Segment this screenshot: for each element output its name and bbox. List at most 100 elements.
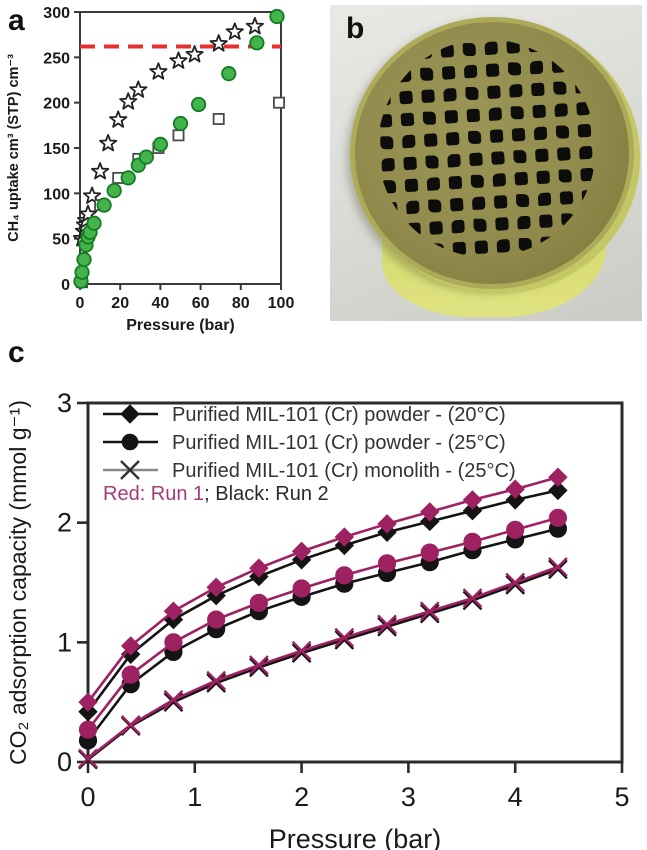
cross-marker [78, 748, 98, 769]
monolith-channel [445, 131, 460, 146]
monolith-channel [466, 108, 481, 123]
diamond-marker [462, 490, 483, 510]
monolith-channel [374, 48, 388, 62]
star-marker [169, 51, 188, 69]
monolith-channel [440, 44, 455, 58]
cross-marker [419, 603, 440, 624]
monolith-channel [422, 111, 436, 125]
monolith-channel [551, 59, 566, 74]
monolith-channel [386, 245, 401, 260]
star-marker [245, 17, 264, 35]
monolith-channel [465, 86, 479, 101]
monolith-channel [514, 171, 529, 186]
monolith-channel [375, 70, 390, 84]
monolith-channel [540, 236, 555, 251]
tick-label: 0 [76, 295, 85, 312]
circle-marker [96, 197, 112, 213]
cross-marker [291, 640, 312, 661]
monolith-channel [468, 130, 482, 144]
monolith-channel [572, 35, 586, 50]
monolith-channel [470, 174, 484, 188]
legend-entry: Purified MIL-101 (Cr) powder - (25°C) [103, 432, 506, 454]
monolith-channel [559, 191, 574, 205]
cross-marker [334, 627, 355, 648]
tick-label: 0 [57, 747, 72, 777]
circle-marker [420, 543, 439, 562]
monolith-channel [407, 222, 422, 237]
star-marker [79, 204, 98, 222]
monolith-channel [550, 37, 564, 51]
monolith-channel [508, 83, 523, 98]
cross-marker [249, 657, 269, 678]
monolith-channel [574, 79, 589, 94]
diamond-marker [334, 527, 355, 547]
star-marker [225, 22, 244, 40]
tick-label: 300 [43, 5, 70, 22]
circle-marker [463, 532, 482, 551]
cross-marker [419, 601, 440, 622]
monolith-channel [430, 243, 445, 257]
diamond-marker [420, 502, 440, 522]
tick-label: 80 [232, 295, 250, 312]
monolith-channel [385, 224, 399, 238]
monolith-channel [518, 237, 532, 252]
monolith-channel [517, 215, 531, 230]
diamond-marker [462, 500, 483, 521]
star-marker [99, 134, 118, 152]
monolith-channel [539, 214, 553, 229]
circle-marker [221, 66, 237, 82]
monolith-channel [577, 123, 592, 138]
tick-label: 250 [43, 50, 70, 67]
tick-label: 150 [43, 141, 70, 158]
monolith-channel [444, 109, 459, 124]
cross-marker [505, 575, 526, 595]
monolith-channel [449, 197, 464, 212]
x-axis-title: Pressure (bar) [269, 824, 442, 850]
cross-marker [377, 614, 397, 635]
monolith-channel [382, 180, 397, 194]
cross-marker [120, 460, 140, 480]
series-diamond-run1 [78, 467, 568, 712]
monolith-channel [530, 82, 545, 97]
circle-marker [138, 149, 154, 165]
cross-marker [206, 670, 227, 691]
circle-marker [164, 633, 183, 652]
run-color-note: Red: Run 1; Black: Run 2 [103, 483, 329, 505]
circle-marker [78, 720, 98, 739]
monolith-channel [408, 244, 423, 259]
monolith-channel [513, 150, 527, 164]
monolith-channel [401, 134, 416, 149]
monolith-channel [489, 129, 504, 143]
diamond-marker [120, 404, 140, 424]
diamond-marker [505, 479, 525, 499]
monolith-channel [405, 200, 420, 215]
monolith-channel [555, 125, 570, 139]
series-line [87, 565, 559, 760]
monolith-channel [396, 46, 411, 61]
square-marker [212, 113, 225, 125]
monolith-channel [491, 151, 505, 165]
monolith-channel [537, 192, 552, 207]
circle-marker [506, 520, 525, 539]
circle-marker [172, 115, 189, 132]
monolith-channel [423, 133, 438, 147]
monolith-channel [488, 107, 503, 121]
channel-grid [374, 35, 600, 261]
monolith-channel [377, 92, 391, 106]
tick-label: 100 [43, 186, 70, 203]
star-marker [91, 162, 110, 180]
monolith-channel [516, 194, 530, 208]
monolith-channel [380, 136, 394, 150]
monolith-channel [487, 85, 501, 100]
cross-marker [377, 616, 397, 637]
monolith-channel [421, 89, 435, 104]
circle-marker [377, 554, 397, 573]
series-cross-run1 [78, 557, 568, 769]
circle-marker [269, 8, 285, 25]
panel-a-label: a [8, 4, 25, 37]
tick-label: 20 [111, 295, 129, 312]
monolith-channel [532, 104, 547, 119]
circle-marker [106, 183, 122, 199]
y-axis-title: CO₂ adsorption capacity (mmol g⁻¹) [5, 400, 31, 765]
cross-marker [163, 689, 184, 710]
